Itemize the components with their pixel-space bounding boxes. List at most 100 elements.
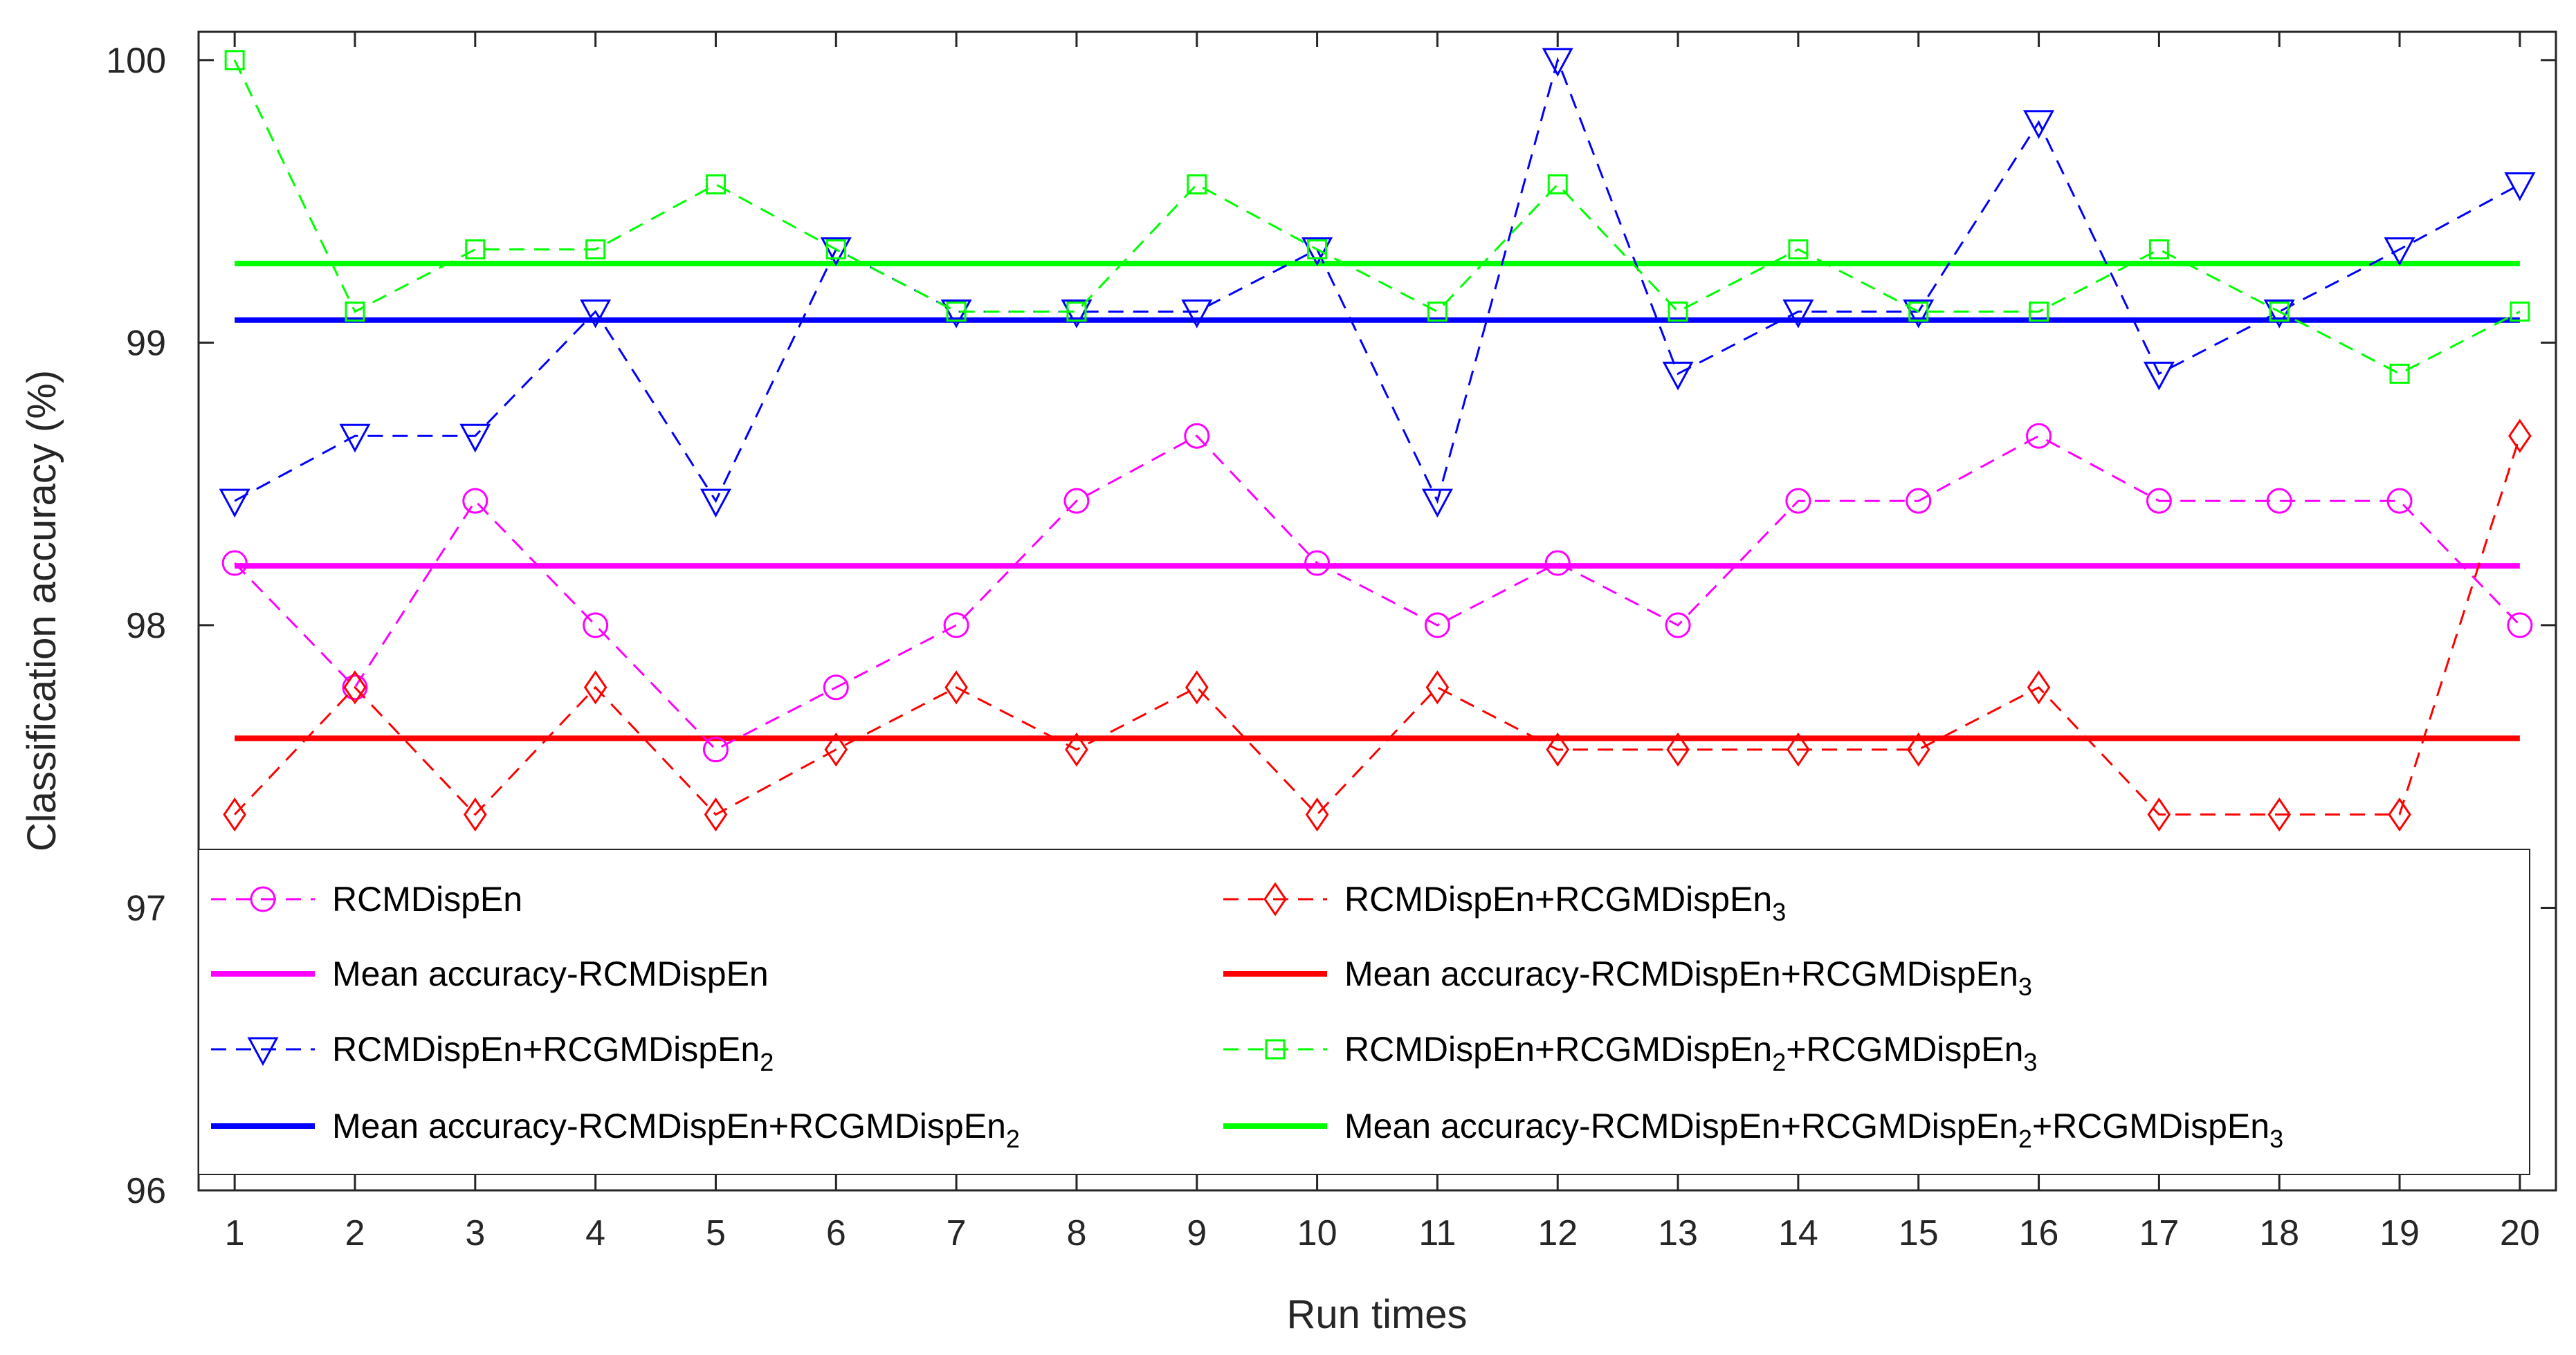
data-point-s3 bbox=[944, 670, 968, 705]
data-point-s3 bbox=[2267, 797, 2292, 832]
data-point-s4 bbox=[465, 239, 486, 260]
legend-item-s4: RCMDispEn+RCGMDispEn2+RCGMDispEn3 bbox=[1223, 1030, 2037, 1076]
x-tick-label: 19 bbox=[2379, 1213, 2420, 1253]
x-tick-label: 12 bbox=[1537, 1213, 1578, 1253]
legend-marker-s3 bbox=[1263, 882, 1287, 916]
data-point-s4 bbox=[1788, 239, 1809, 260]
data-point-s2 bbox=[1782, 299, 1814, 329]
data-point-s3 bbox=[704, 797, 728, 832]
legend-marker-s1 bbox=[250, 886, 276, 912]
legend-label-m1: Mean accuracy-RCMDispEn bbox=[332, 955, 769, 993]
legend-item-m4: Mean accuracy-RCMDispEn+RCGMDispEn2+RCGM… bbox=[1223, 1107, 2283, 1153]
data-point-s4 bbox=[585, 239, 606, 260]
y-tick-label: 99 bbox=[126, 323, 166, 363]
data-point-s4 bbox=[1066, 301, 1087, 322]
data-point-s2 bbox=[2384, 237, 2415, 266]
legend-label-s4: RCMDispEn+RCGMDispEn2+RCGMDispEn3 bbox=[1344, 1030, 2037, 1076]
x-tick-label: 14 bbox=[1778, 1213, 1818, 1253]
data-point-s1 bbox=[1906, 488, 1932, 514]
x-tick-label: 13 bbox=[1658, 1213, 1698, 1253]
legend-label-part: Mean accuracy-RCMDispEn+RCGMDispEn bbox=[332, 1107, 1006, 1145]
data-point-s2 bbox=[1903, 299, 1935, 329]
data-point-s4 bbox=[705, 174, 726, 195]
legend-label-part: RCMDispEn+RCGMDispEn bbox=[332, 1030, 760, 1069]
data-point-s1 bbox=[221, 550, 248, 576]
x-tick-label: 5 bbox=[706, 1213, 726, 1253]
data-point-s2 bbox=[700, 488, 731, 518]
data-point-s3 bbox=[824, 732, 848, 767]
x-tick-label: 7 bbox=[947, 1213, 967, 1253]
data-point-s1 bbox=[943, 612, 969, 638]
x-axis-title: Run times bbox=[1286, 1292, 1467, 1337]
series-s1 bbox=[221, 423, 2533, 763]
data-point-s3 bbox=[1065, 732, 1088, 767]
legend-label-part: +RCGMDispEn bbox=[1786, 1030, 2023, 1069]
legend-label-m3: Mean accuracy-RCMDispEn+RCGMDispEn3 bbox=[1344, 955, 2032, 1001]
legend-label-m2: Mean accuracy-RCMDispEn+RCGMDispEn2 bbox=[332, 1107, 1020, 1153]
legend-label-part: RCMDispEn bbox=[332, 880, 522, 919]
data-point-s1 bbox=[462, 488, 488, 514]
data-point-s2 bbox=[2143, 361, 2175, 391]
legend-item-m1: Mean accuracy-RCMDispEn bbox=[211, 955, 769, 993]
x-tick-label: 3 bbox=[465, 1213, 485, 1253]
data-point-s4 bbox=[224, 50, 245, 71]
data-point-s1 bbox=[2266, 488, 2292, 514]
legend-label-m4: Mean accuracy-RCMDispEn+RCGMDispEn2+RCGM… bbox=[1344, 1107, 2283, 1153]
data-point-s2 bbox=[339, 423, 371, 453]
legend-item-m2: Mean accuracy-RCMDispEn+RCGMDispEn2 bbox=[211, 1107, 1020, 1153]
y-tick-label: 97 bbox=[126, 888, 166, 928]
x-tick-label: 8 bbox=[1066, 1213, 1086, 1253]
legend-label-part: RCMDispEn+RCGMDispEn bbox=[1344, 1030, 1772, 1069]
legend-marker-s2 bbox=[247, 1037, 279, 1067]
data-point-s1 bbox=[1544, 550, 1571, 576]
legend-item-s1: RCMDispEn bbox=[211, 880, 522, 919]
y-tick-label: 100 bbox=[106, 41, 166, 81]
data-point-s2 bbox=[1181, 299, 1213, 329]
data-point-s2 bbox=[580, 299, 612, 329]
data-point-s1 bbox=[2386, 488, 2413, 514]
data-point-s3 bbox=[223, 797, 246, 832]
data-point-s4 bbox=[1908, 301, 1929, 322]
legend-label-part: +RCGMDispEn bbox=[2032, 1107, 2269, 1145]
x-tick-label: 10 bbox=[1297, 1213, 1337, 1253]
data-point-s3 bbox=[1666, 732, 1690, 767]
data-point-s2 bbox=[2263, 299, 2295, 329]
data-point-s4 bbox=[2269, 301, 2290, 322]
x-tick-label: 4 bbox=[585, 1213, 605, 1253]
data-point-s4 bbox=[825, 239, 846, 260]
legend-label-part: Mean accuracy-RCMDispEn bbox=[332, 955, 769, 993]
legend-label-subscript: 2 bbox=[1772, 1048, 1786, 1076]
data-point-s1 bbox=[2026, 423, 2052, 449]
x-tick-label: 16 bbox=[2019, 1213, 2059, 1253]
legend-box bbox=[198, 849, 2530, 1175]
data-point-s4 bbox=[946, 301, 967, 322]
series-line-s4 bbox=[233, 59, 2521, 375]
data-point-s2 bbox=[1542, 48, 1573, 77]
x-tick-label: 1 bbox=[225, 1213, 245, 1253]
data-point-s2 bbox=[219, 488, 250, 518]
data-point-s2 bbox=[1061, 299, 1093, 329]
data-point-s3 bbox=[583, 670, 608, 705]
legend-label-subscript: 2 bbox=[760, 1048, 774, 1076]
data-point-s3 bbox=[1546, 732, 1570, 767]
data-point-s4 bbox=[2389, 363, 2410, 384]
legend-label-s2: RCMDispEn+RCGMDispEn2 bbox=[332, 1030, 774, 1076]
data-point-s1 bbox=[2146, 488, 2172, 514]
series-s3 bbox=[223, 418, 2532, 832]
data-point-s3 bbox=[1305, 797, 1329, 832]
series-line-s3 bbox=[234, 435, 2521, 816]
legend-label-subscript: 3 bbox=[2023, 1048, 2037, 1076]
data-point-s2 bbox=[1301, 237, 1333, 266]
data-point-s3 bbox=[1425, 670, 1450, 705]
data-point-s1 bbox=[1304, 550, 1331, 576]
data-point-s4 bbox=[1547, 174, 1568, 195]
x-tick-label: 11 bbox=[1418, 1213, 1456, 1253]
legend-label-s3: RCMDispEn+RCGMDispEn3 bbox=[1344, 880, 1786, 926]
x-tick-label: 20 bbox=[2500, 1213, 2540, 1253]
data-point-s1 bbox=[583, 612, 609, 638]
data-point-s4 bbox=[2148, 239, 2169, 260]
series-s4 bbox=[224, 50, 2530, 384]
legend-label-subscript: 3 bbox=[2269, 1125, 2283, 1153]
data-point-s4 bbox=[1427, 301, 1447, 322]
